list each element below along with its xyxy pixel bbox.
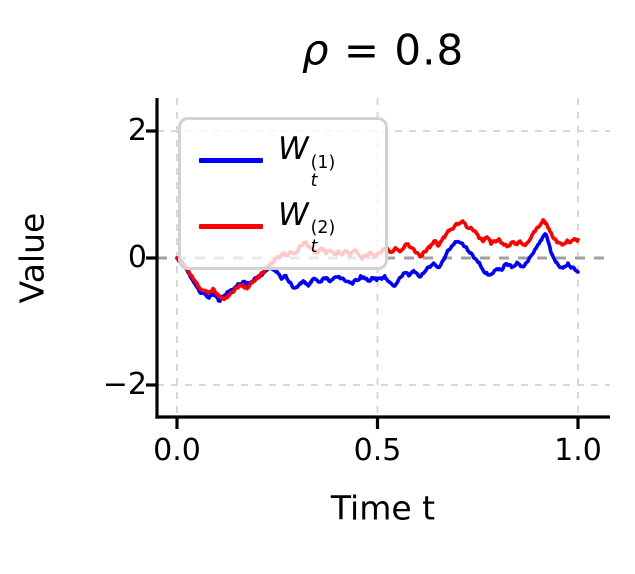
- title-rho-symbol: ρ: [301, 25, 330, 75]
- plot-title: ρ = 0.8: [302, 26, 464, 75]
- legend-line-sample-w1: [199, 158, 263, 164]
- legend-label-w2-sub: t: [310, 236, 318, 257]
- legend-item-w1: W (1) t: [181, 131, 385, 190]
- legend-label-w1-scripts: (1) t: [310, 152, 336, 192]
- legend-label-w1-sub: t: [310, 171, 318, 192]
- title-value: = 0.8: [329, 25, 465, 75]
- x-tick-label: 0.5: [353, 433, 402, 468]
- legend-label-w1: W (1) t: [278, 131, 335, 190]
- legend-line-sample-w2: [199, 223, 263, 229]
- y-tick-label: −2: [102, 367, 147, 402]
- x-axis-label: Time t: [330, 488, 436, 528]
- x-tick-label: 1.0: [554, 433, 602, 468]
- y-axis-label: Value: [12, 212, 52, 304]
- y-tick-label: 2: [127, 113, 147, 148]
- legend-label-w1-base: W: [278, 131, 309, 168]
- legend-label-w2-base: W: [278, 196, 309, 233]
- legend-label-w2: W (2) t: [278, 197, 335, 256]
- legend-label-w1-sup: (1): [310, 152, 336, 173]
- x-tick-label: 0.0: [153, 433, 201, 468]
- legend: W (1) t W (2) t: [178, 117, 388, 270]
- legend-label-w2-sup: (2): [310, 218, 336, 239]
- y-tick-label: 0: [127, 240, 147, 275]
- legend-label-w2-scripts: (2) t: [310, 218, 336, 257]
- legend-item-w2: W (2) t: [181, 197, 385, 256]
